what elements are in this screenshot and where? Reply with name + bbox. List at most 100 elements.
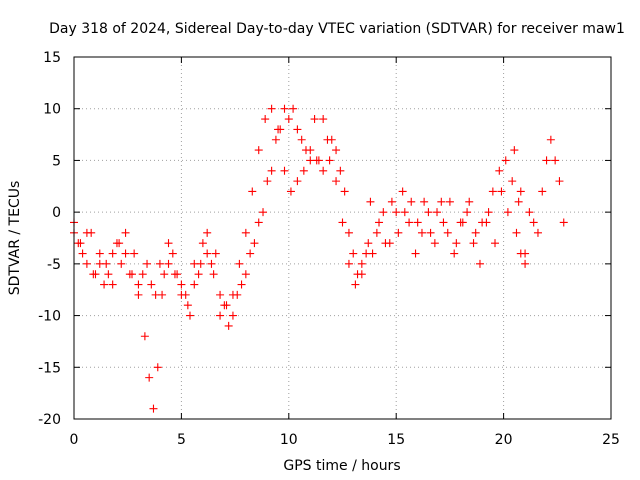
data-point (538, 187, 547, 196)
data-point (138, 270, 147, 279)
data-point (357, 259, 366, 268)
grid (74, 57, 611, 419)
data-point (276, 125, 285, 134)
data-point (125, 270, 134, 279)
data-point (551, 156, 560, 165)
data-point (203, 249, 212, 258)
data-point (366, 197, 375, 206)
data-point (475, 259, 484, 268)
data-point (497, 187, 506, 196)
data-point (151, 290, 160, 299)
data-point (471, 228, 480, 237)
data-point (235, 259, 244, 268)
data-point (254, 146, 263, 155)
data-point (394, 228, 403, 237)
data-point (319, 166, 328, 175)
data-point (521, 259, 530, 268)
data-point (452, 239, 461, 248)
data-point (228, 311, 237, 320)
data-point (267, 166, 276, 175)
data-point (155, 259, 164, 268)
data-point (237, 280, 246, 289)
data-point (463, 208, 472, 217)
data-point (181, 290, 190, 299)
data-point (246, 249, 255, 258)
series-track-1 (70, 104, 373, 413)
x-tick-label: 25 (602, 432, 620, 448)
data-point (310, 115, 319, 124)
data-point (417, 228, 426, 237)
data-point (121, 249, 130, 258)
data-points (70, 104, 568, 413)
data-point (319, 115, 328, 124)
data-point (108, 249, 117, 258)
data-point (364, 239, 373, 248)
data-point (379, 208, 388, 217)
data-point (183, 301, 192, 310)
data-point (82, 228, 91, 237)
data-point (289, 104, 298, 113)
data-point (465, 197, 474, 206)
data-point (323, 135, 332, 144)
data-point (351, 280, 360, 289)
data-point (525, 208, 534, 217)
x-tick-label: 15 (387, 432, 405, 448)
data-point (344, 259, 353, 268)
data-point (495, 166, 504, 175)
data-point (546, 135, 555, 144)
data-point (108, 280, 117, 289)
data-point (484, 208, 493, 217)
data-point (508, 177, 517, 186)
data-point (104, 270, 113, 279)
data-point (134, 290, 143, 299)
series-track-6 (512, 135, 568, 268)
data-point (516, 249, 525, 258)
data-point (280, 104, 289, 113)
data-point (443, 228, 452, 237)
data-point (516, 187, 525, 196)
data-point (164, 259, 173, 268)
data-point (145, 373, 154, 382)
data-point (271, 135, 280, 144)
data-point (241, 228, 250, 237)
data-point (433, 208, 442, 217)
data-point (420, 197, 429, 206)
data-point (458, 218, 467, 227)
series-track-5 (368, 146, 530, 258)
data-point (140, 332, 149, 341)
data-point (430, 239, 439, 248)
data-point (216, 290, 225, 299)
data-point (280, 166, 289, 175)
data-point (503, 208, 512, 217)
data-point (95, 249, 104, 258)
data-point (160, 270, 169, 279)
data-point (407, 197, 416, 206)
data-point (368, 249, 377, 258)
y-axis-tick-labels: -20 -15 -10 -5 0 5 10 15 (38, 50, 61, 428)
data-point (248, 187, 257, 196)
data-point (194, 270, 203, 279)
data-point (437, 197, 446, 206)
data-point (314, 156, 323, 165)
data-point (267, 104, 276, 113)
x-axis-title: GPS time / hours (283, 458, 400, 474)
data-point (286, 187, 295, 196)
y-tick-label: -20 (38, 412, 61, 428)
data-point (400, 208, 409, 217)
data-point (514, 197, 523, 206)
data-point (405, 218, 414, 227)
data-point (112, 239, 121, 248)
data-point (325, 156, 334, 165)
data-point (501, 156, 510, 165)
data-point (555, 177, 564, 186)
data-point (263, 177, 272, 186)
data-point (338, 218, 347, 227)
data-point (74, 239, 83, 248)
data-point (78, 249, 87, 258)
data-point (259, 208, 268, 217)
chart-title: Day 318 of 2024, Sidereal Day-to-day VTE… (49, 21, 625, 37)
data-point (413, 218, 422, 227)
data-point (478, 218, 487, 227)
data-point (190, 259, 199, 268)
y-tick-label: 10 (43, 102, 61, 118)
